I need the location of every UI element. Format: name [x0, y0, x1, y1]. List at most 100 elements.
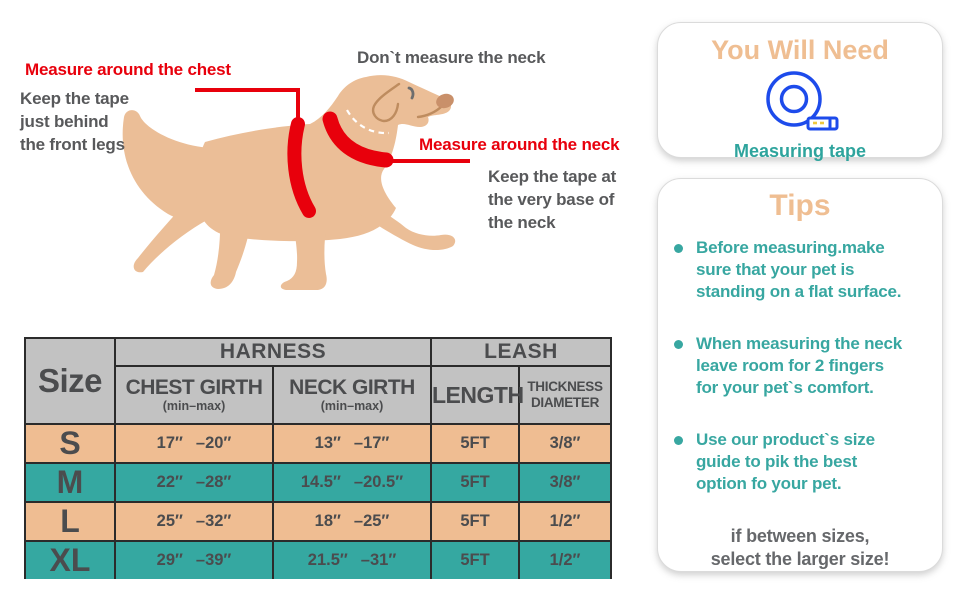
- tip-line: When measuring the neck: [696, 334, 903, 353]
- tips-title: Tips: [769, 189, 831, 222]
- dog-front-leg-raised: [344, 192, 456, 251]
- size-cell: M: [24, 462, 116, 503]
- dog-hind-leg-back: [133, 198, 207, 273]
- length-header: LENGTH: [430, 365, 524, 425]
- neck-minmax-label: (min–max): [320, 399, 384, 413]
- thickness-cell: 1/2″: [518, 501, 612, 542]
- you-will-need-title: You Will Need: [711, 35, 889, 65]
- tip-text: Before measuring.make sure that your pet…: [696, 237, 901, 303]
- bullet-dot-icon: [674, 436, 683, 445]
- thickness-label-line1: THICKNESS: [527, 379, 603, 394]
- chest-max: –28″: [195, 473, 232, 491]
- bullet-dot-icon: [674, 340, 683, 349]
- thickness-label-line2: DIAMETER: [530, 395, 600, 410]
- neck-range-cell: 21.5″ –31″: [272, 540, 432, 579]
- chest-min: 25″: [156, 512, 183, 530]
- keep-tape-neck-line1: Keep the tape at: [488, 167, 617, 186]
- neck-max: –25″: [353, 512, 390, 530]
- neck-range-cell: 14.5″ –20.5″: [272, 462, 432, 503]
- dog-front-leg-near: [280, 192, 332, 290]
- keep-tape-chest-line3: the front legs: [20, 135, 125, 154]
- keep-tape-chest-label: Keep the tape just behind the front legs: [20, 87, 129, 156]
- thickness-header: THICKNESS DIAMETER: [518, 365, 612, 425]
- dont-measure-label: Don`t measure the neck: [357, 48, 546, 67]
- neck-strap: [322, 111, 394, 168]
- tip-text: When measuring the neck leave room for 2…: [696, 333, 902, 399]
- tip-line: sure that your pet is: [696, 260, 855, 279]
- dashed-neck-line: [346, 109, 390, 135]
- leash-group-header: LEASH: [430, 337, 612, 367]
- size-column-header: Size: [24, 337, 116, 425]
- measuring-tape-icon: [658, 69, 942, 140]
- chest-min: 17″: [156, 434, 183, 452]
- neck-girth-label: NECK GIRTH: [289, 376, 415, 399]
- dog-measuring-diagram: Measure around the chest Keep the tape j…: [0, 0, 650, 330]
- tip-line: guide to pik the best: [696, 452, 858, 471]
- length-cell: 5FT: [430, 540, 520, 579]
- neck-min: 14.5″: [300, 473, 341, 491]
- tip-line: Use our product`s size: [696, 430, 875, 449]
- tip-item: When measuring the neck leave room for 2…: [674, 333, 930, 399]
- neck-min: 21.5″: [307, 551, 348, 569]
- dog-ear: [371, 82, 401, 123]
- chest-strap: [287, 117, 316, 218]
- chest-min: 29″: [156, 551, 183, 569]
- chest-range-cell: 17″ –20″: [114, 423, 274, 464]
- measuring-tape-label: Measuring tape: [733, 141, 867, 161]
- chest-max: –20″: [195, 434, 232, 452]
- tip-item: Use our product`s size guide to pik the …: [674, 429, 930, 495]
- neck-min: 13″: [314, 434, 341, 452]
- bullet-dot-icon: [674, 244, 683, 253]
- chest-max: –39″: [195, 551, 232, 569]
- size-table: Size HARNESS LEASH CHEST GIRTH (min–max)…: [24, 337, 612, 579]
- note-line1: if between sizes,: [730, 526, 870, 546]
- neck-range-cell: 13″ –17″: [272, 423, 432, 464]
- keep-tape-chest-line1: Keep the tape: [20, 89, 129, 108]
- tip-line: for your pet`s comfort.: [696, 378, 874, 397]
- neck-min: 18″: [314, 512, 341, 530]
- measure-neck-label: Measure around the neck: [419, 135, 620, 154]
- size-cell: L: [24, 501, 116, 542]
- tip-line: Before measuring.make: [696, 238, 885, 257]
- chest-minmax-label: (min–max): [162, 399, 226, 413]
- chest-girth-header: CHEST GIRTH (min–max): [114, 365, 274, 425]
- thickness-cell: 3/8″: [518, 423, 612, 464]
- you-will-need-panel: You Will Need Measuring tape: [657, 22, 943, 161]
- tip-line: leave room for 2 fingers: [696, 356, 884, 375]
- tip-line: option fo your pet.: [696, 474, 842, 493]
- neck-max: –31″: [360, 551, 397, 569]
- keep-tape-neck-label: Keep the tape at the very base of the ne…: [488, 165, 616, 234]
- table-row-xl: XL 29″ –39″ 21.5″ –31″ 5FT 1/2″: [24, 540, 612, 579]
- keep-tape-chest-line2: just behind: [20, 112, 109, 131]
- length-cell: 5FT: [430, 462, 520, 503]
- dog-tail: [122, 110, 212, 220]
- chest-max: –32″: [195, 512, 232, 530]
- neck-range-cell: 18″ –25″: [272, 501, 432, 542]
- keep-tape-neck-line3: the neck: [488, 213, 556, 232]
- tips-list: Before measuring.make sure that your pet…: [658, 237, 942, 495]
- tip-line: standing on a flat surface.: [696, 282, 902, 301]
- harness-group-header: HARNESS: [114, 337, 432, 367]
- table-row-m: M 22″ –28″ 14.5″ –20.5″ 5FT 3/8″: [24, 462, 612, 503]
- length-cell: 5FT: [430, 501, 520, 542]
- tip-text: Use our product`s size guide to pik the …: [696, 429, 875, 495]
- between-sizes-note: if between sizes, select the larger size…: [658, 525, 942, 571]
- note-line2: select the larger size!: [710, 549, 890, 569]
- thickness-cell: 1/2″: [518, 540, 612, 579]
- measure-chest-label: Measure around the chest: [25, 60, 231, 79]
- chest-min: 22″: [156, 473, 183, 491]
- chest-girth-label: CHEST GIRTH: [125, 376, 263, 399]
- keep-tape-neck-line2: the very base of: [488, 190, 615, 209]
- dog-body: [196, 75, 452, 242]
- neck-girth-header: NECK GIRTH (min–max): [272, 365, 432, 425]
- thickness-cell: 3/8″: [518, 462, 612, 503]
- neck-max: –17″: [353, 434, 390, 452]
- dog-eye: [407, 86, 415, 100]
- dog-hind-leg-front: [210, 210, 252, 289]
- chest-pointer-line: [195, 88, 300, 120]
- dog-nose: [436, 93, 454, 109]
- chest-range-cell: 29″ –39″: [114, 540, 274, 579]
- chest-range-cell: 25″ –32″: [114, 501, 274, 542]
- tips-panel: Tips Before measuring.make sure that you…: [657, 178, 943, 572]
